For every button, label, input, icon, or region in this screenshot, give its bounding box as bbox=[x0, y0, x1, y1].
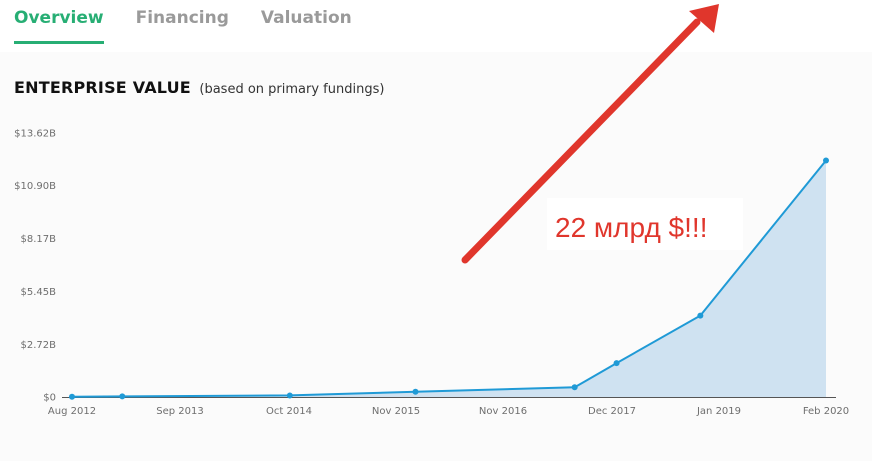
data-point bbox=[823, 157, 829, 164]
x-tick-label: Feb 2020 bbox=[803, 406, 849, 417]
area-fill bbox=[72, 160, 826, 397]
y-tick-label: $5.45B bbox=[21, 287, 57, 298]
annotation-arrow bbox=[461, 4, 719, 264]
y-tick-label: $10.90B bbox=[14, 181, 56, 192]
data-point bbox=[286, 392, 293, 399]
x-tick-label: Nov 2015 bbox=[372, 406, 420, 417]
y-tick-label: $8.17B bbox=[21, 234, 57, 245]
data-point bbox=[697, 312, 704, 319]
x-tick-label: Sep 2013 bbox=[156, 406, 203, 417]
x-tick-label: Nov 2016 bbox=[479, 406, 527, 417]
annotation-text: 22 млрд $!!! bbox=[555, 212, 707, 243]
x-tick-label: Jan 2019 bbox=[696, 406, 741, 417]
data-point bbox=[613, 360, 620, 367]
tab-valuation[interactable]: Valuation bbox=[260, 8, 352, 28]
y-tick-label: $13.62B bbox=[14, 129, 56, 140]
annotation-box bbox=[547, 198, 743, 250]
data-point bbox=[412, 388, 419, 395]
data-point bbox=[69, 393, 75, 400]
tab-bar-background bbox=[0, 0, 872, 52]
tab-financing[interactable]: Financing bbox=[135, 8, 229, 28]
tab-bar: Overview Financing Valuation bbox=[14, 0, 384, 44]
x-tick-label: Dec 2017 bbox=[588, 406, 636, 417]
x-tick-label: Oct 2014 bbox=[266, 406, 312, 417]
chart-title: ENTERPRISE VALUE bbox=[14, 78, 191, 97]
series-line bbox=[71, 159, 827, 398]
y-tick-label: $0 bbox=[43, 393, 56, 404]
chart-subtitle: (based on primary fundings) bbox=[199, 82, 385, 97]
data-point bbox=[571, 384, 578, 391]
chart-heading: ENTERPRISE VALUE (based on primary fundi… bbox=[14, 78, 384, 98]
tab-overview[interactable]: Overview bbox=[14, 0, 104, 44]
data-point bbox=[119, 393, 126, 400]
x-tick-label: Aug 2012 bbox=[48, 406, 96, 417]
y-tick-label: $2.72B bbox=[21, 340, 57, 351]
